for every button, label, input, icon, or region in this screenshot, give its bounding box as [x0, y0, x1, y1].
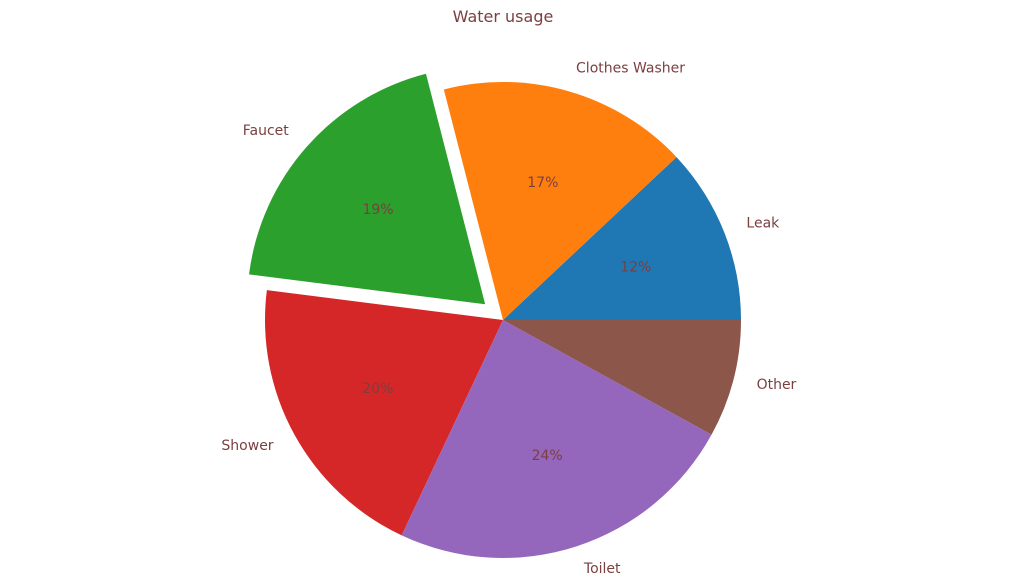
category-labels: Leak Clothes Washer Faucet Shower Toilet Othe…	[221, 61, 796, 577]
category-label-leak: Leak	[746, 216, 780, 232]
chart-title: Water usage	[453, 7, 554, 26]
percent-label-toilet: 24%	[532, 448, 563, 464]
pie-slice-leak	[503, 157, 741, 320]
pie-slice-clothes-washer	[443, 81, 677, 320]
category-label-clothes-washer: Clothes Washer	[576, 61, 685, 77]
category-label-other: Other	[757, 377, 797, 393]
percent-label-clothes-washer: 17%	[527, 175, 558, 191]
category-label-faucet: Faucet	[243, 123, 290, 139]
percent-label-shower: 20%	[362, 381, 393, 397]
category-label-toilet: Toilet	[583, 561, 621, 577]
pie-slice-toilet	[401, 320, 712, 558]
pie-slice-shower	[265, 290, 503, 536]
percent-label-leak: 12%	[620, 259, 651, 275]
category-label-shower: Shower	[221, 438, 273, 454]
percent-labels: 12% 17% 19% 20% 24%	[362, 175, 651, 464]
pie-slice-other	[503, 320, 741, 435]
percent-label-faucet: 19%	[362, 202, 393, 218]
pie-slice-faucet	[249, 73, 486, 305]
pie-slices	[249, 73, 741, 558]
